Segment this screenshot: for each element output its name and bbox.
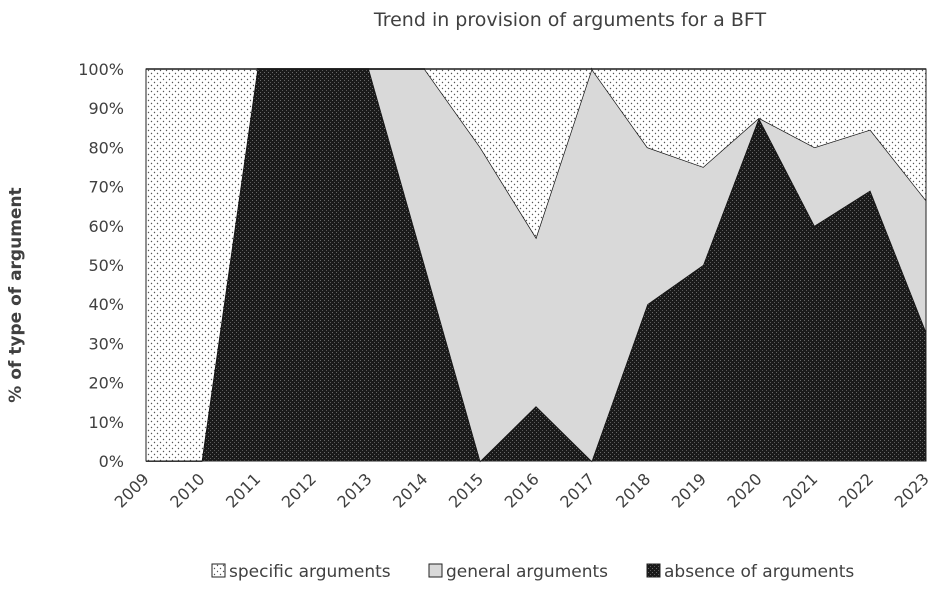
x-tick-label: 2012 bbox=[278, 469, 320, 511]
legend-swatch bbox=[646, 563, 661, 578]
x-tick-label: 2019 bbox=[668, 469, 710, 511]
legend: specific arguments general arguments absen… bbox=[211, 562, 854, 582]
y-tick-label: 80% bbox=[88, 138, 124, 157]
x-tick-label: 2020 bbox=[723, 469, 765, 511]
y-tick-label: 20% bbox=[88, 374, 124, 393]
x-tick-labels: 2009 2010 2011 2012 2013 2014 2015 2016 2017 2018… bbox=[111, 469, 933, 511]
y-tick-label: 50% bbox=[88, 256, 124, 275]
y-tick-label: 40% bbox=[88, 295, 124, 314]
legend-label: general arguments bbox=[446, 562, 608, 582]
x-tick-label: 2010 bbox=[166, 469, 208, 511]
plot-areas bbox=[145, 67, 927, 463]
y-tick-label: 60% bbox=[88, 217, 124, 236]
x-tick-label: 2021 bbox=[779, 469, 821, 511]
legend-item-general-arguments: general arguments bbox=[428, 562, 608, 582]
area-specific-arguments bbox=[146, 69, 926, 461]
x-tick-label: 2013 bbox=[333, 469, 375, 511]
x-tick-label: 2018 bbox=[612, 469, 654, 511]
y-tick-label: 30% bbox=[88, 334, 124, 353]
area-absence-of-arguments bbox=[146, 69, 926, 461]
y-tick-label: 100% bbox=[78, 60, 124, 79]
x-tick-label: 2015 bbox=[445, 469, 487, 511]
legend-swatch bbox=[211, 563, 226, 578]
x-tick-label: 2014 bbox=[389, 469, 431, 511]
x-tick-label: 2017 bbox=[556, 469, 598, 511]
x-tick-label: 2011 bbox=[222, 469, 264, 511]
y-tick-label: 90% bbox=[88, 99, 124, 118]
chart-title: Trend in provision of arguments for a BF… bbox=[373, 9, 767, 31]
x-tick-label: 2016 bbox=[501, 469, 543, 511]
y-tick-label: 0% bbox=[99, 452, 124, 471]
legend-item-absence-of-arguments: absence of arguments bbox=[646, 562, 854, 582]
area-general-arguments bbox=[146, 69, 926, 461]
legend-label: specific arguments bbox=[229, 562, 391, 582]
legend-label: absence of arguments bbox=[664, 562, 854, 582]
y-tick-label: 10% bbox=[88, 413, 124, 432]
plot-border bbox=[145, 68, 927, 462]
x-tick-label: 2009 bbox=[111, 469, 153, 511]
legend-swatch bbox=[428, 563, 443, 578]
x-tick-label: 2022 bbox=[835, 469, 877, 511]
legend-item-specific-arguments: specific arguments bbox=[211, 562, 391, 582]
y-axis-label: % of type of argument bbox=[6, 187, 26, 402]
x-tick-label: 2023 bbox=[891, 469, 933, 511]
y-tick-label: 70% bbox=[88, 178, 124, 197]
y-tick-labels: 0% 10% 20% 30% 40% 50% 60% 70% 80% 90% 100% bbox=[78, 60, 124, 471]
